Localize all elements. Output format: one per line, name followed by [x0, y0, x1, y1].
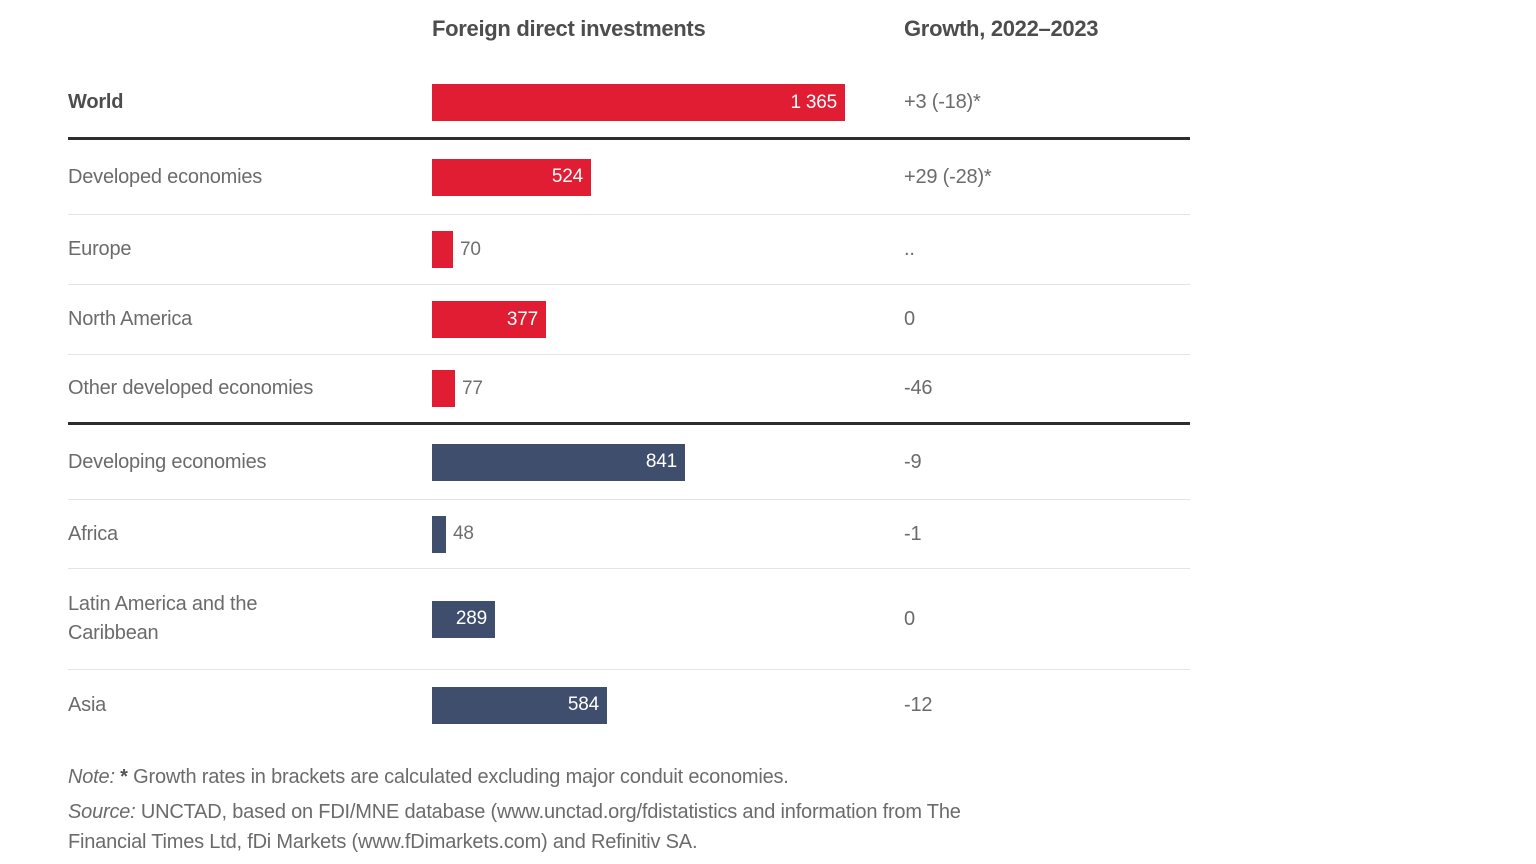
growth-cell: 0 — [904, 308, 1190, 331]
bar: 584 — [432, 686, 607, 724]
bar-cell: 48 — [432, 515, 904, 553]
growth-value: +29 (-28)* — [904, 165, 992, 188]
bar — [432, 515, 446, 553]
growth-cell: -1 — [904, 523, 1190, 546]
growth-cell: -46 — [904, 377, 1190, 400]
row-label: Developed economies — [68, 165, 263, 188]
bar: 1 365 — [432, 84, 845, 121]
bar-value-label: 289 — [455, 608, 487, 629]
bar-value-label: 841 — [645, 451, 677, 472]
row-label-cell: Asia — [68, 691, 432, 720]
table-row: Africa 48 -1 — [68, 500, 1190, 569]
bar-cell: 1 365 — [432, 84, 904, 121]
note: Note: * Growth rates in brackets are cal… — [68, 766, 1190, 789]
row-label-cell: Developed economies — [68, 163, 432, 192]
bar-cell: 70 — [432, 231, 904, 268]
table-row: Asia 584 -12 — [68, 670, 1190, 740]
table-row: Other developed economies 77 -46 — [68, 355, 1190, 425]
row-label-cell: Other developed economies — [68, 374, 432, 403]
table-row: World 1 365 +3 (-18)* — [68, 68, 1190, 140]
note-text: Growth rates in brackets are calculated … — [133, 766, 789, 788]
growth-value: +3 (-18)* — [904, 91, 981, 113]
row-label: Africa — [68, 522, 118, 545]
row-label: World — [68, 91, 124, 113]
row-label: Developing economies — [68, 450, 267, 473]
source-prefix: Source: — [68, 801, 136, 823]
note-prefix: Note: — [68, 766, 115, 788]
table-row: North America 377 0 — [68, 285, 1190, 355]
column-header-growth: Growth, 2022–2023 — [904, 16, 1099, 41]
row-label: North America — [68, 308, 193, 330]
bar-cell: 289 — [432, 600, 904, 638]
bar-cell: 77 — [432, 370, 904, 407]
growth-cell: +29 (-28)* — [904, 166, 1190, 189]
row-label-cell: Europe — [68, 235, 432, 264]
row-label: Europe — [68, 238, 132, 260]
bar — [432, 370, 455, 407]
growth-value: -46 — [904, 377, 933, 399]
growth-value: -9 — [904, 450, 922, 473]
column-header-investments: Foreign direct investments — [432, 16, 706, 41]
bar-value-label: 584 — [567, 694, 599, 715]
table-row: Latin America and the Caribbean 289 0 — [68, 569, 1190, 670]
row-label: Latin America and the Caribbean — [68, 593, 258, 644]
bar-value-label: 70 — [460, 238, 481, 260]
table-header-row: Foreign direct investments Growth, 2022–… — [68, 12, 1190, 68]
bar-value-label: 77 — [462, 377, 483, 399]
bar: 841 — [432, 443, 685, 481]
bar-value-label: 524 — [551, 166, 583, 187]
table-body: World 1 365 +3 (-18)* Developed economie… — [68, 68, 1190, 740]
growth-cell: 0 — [904, 608, 1190, 631]
growth-value: 0 — [904, 607, 915, 630]
growth-cell: .. — [904, 238, 1190, 261]
row-label-cell: Africa — [68, 520, 432, 549]
bar: 524 — [432, 158, 591, 196]
row-label-cell: Latin America and the Caribbean — [68, 590, 432, 648]
bar-value-label: 377 — [506, 308, 538, 330]
growth-value: 0 — [904, 308, 915, 330]
fdi-chart: Foreign direct investments Growth, 2022–… — [68, 12, 1190, 857]
bar-value-label: 48 — [453, 523, 474, 544]
row-label-cell: North America — [68, 305, 432, 334]
row-label-cell: World — [68, 88, 432, 117]
bar-cell: 377 — [432, 301, 904, 338]
table-row: Developed economies 524 +29 (-28)* — [68, 140, 1190, 215]
growth-value: -1 — [904, 522, 922, 545]
source: Source: UNCTAD, based on FDI/MNE databas… — [68, 797, 1008, 857]
bar — [432, 231, 453, 268]
bar: 377 — [432, 301, 546, 338]
bar-cell: 524 — [432, 158, 904, 196]
row-label: Other developed economies — [68, 377, 314, 399]
row-label: Asia — [68, 693, 107, 716]
source-text: UNCTAD, based on FDI/MNE database (www.u… — [68, 801, 961, 853]
bar-cell: 584 — [432, 686, 904, 724]
growth-value: -12 — [904, 693, 933, 716]
growth-value: .. — [904, 238, 915, 260]
growth-cell: -9 — [904, 451, 1190, 474]
growth-cell: +3 (-18)* — [904, 91, 1190, 114]
note-asterisk: * — [120, 766, 128, 788]
bar-cell: 841 — [432, 443, 904, 481]
table-row: Europe 70 .. — [68, 215, 1190, 285]
bar: 289 — [432, 600, 495, 638]
bar-value-label: 1 365 — [790, 91, 837, 113]
row-label-cell: Developing economies — [68, 448, 432, 477]
table-row: Developing economies 841 -9 — [68, 425, 1190, 500]
growth-cell: -12 — [904, 694, 1190, 717]
